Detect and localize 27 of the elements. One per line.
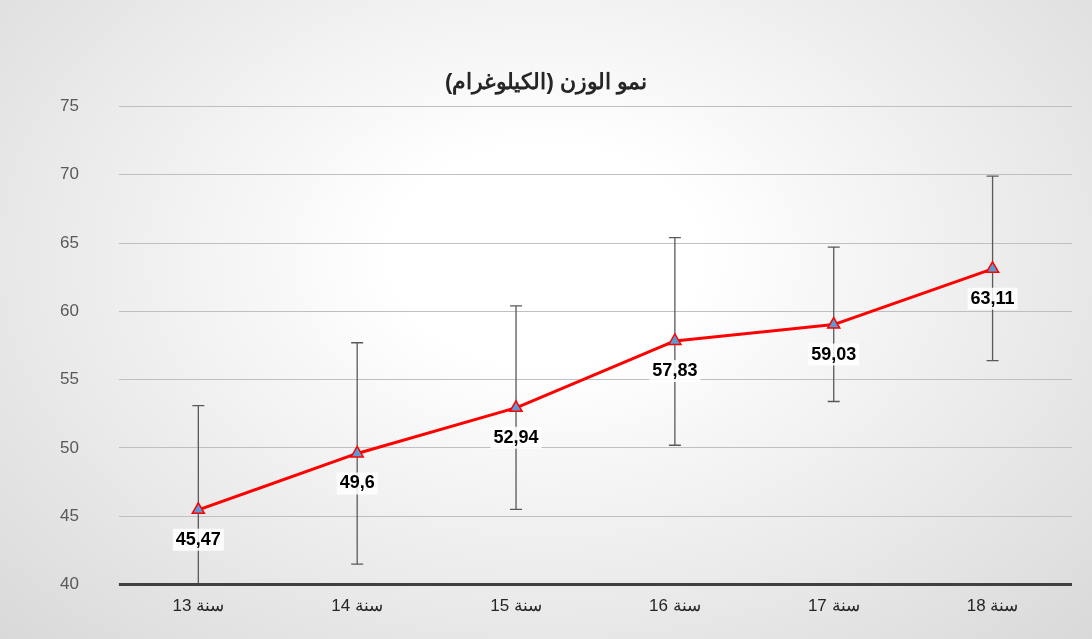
y-tick-label: 70 (59, 164, 79, 184)
chart-title: نمو الوزن (الكيلوغرام) (445, 69, 647, 96)
y-tick-label: 40 (59, 574, 79, 594)
data-label: 63,11 (970, 287, 1015, 308)
point (985, 261, 1000, 274)
x-tick-label: 15 سنة (490, 596, 542, 616)
data-label: 52,94 (493, 426, 539, 447)
data-label: 49,6 (339, 472, 375, 493)
point (509, 400, 523, 413)
data-label: 59,03 (811, 343, 857, 364)
point (191, 502, 206, 515)
y-tick-label: 45 (59, 505, 79, 525)
x-tick-label: 16 سنة (649, 596, 701, 616)
point (668, 333, 682, 346)
data-label: 45,47 (175, 528, 221, 549)
y-tick-label: 55 (59, 369, 79, 389)
y-tick-label: 75 (59, 96, 79, 116)
x-tick-label: 18 سنة (966, 596, 1019, 616)
x-tick-label: 13 سنة (172, 596, 225, 616)
y-tick-label: 50 (59, 437, 79, 457)
x-tick-label: 17 سنة (807, 596, 860, 616)
data-label: 57,83 (652, 359, 698, 380)
y-tick-label: 60 (59, 301, 79, 321)
x-tick-label: 14 سنة (331, 596, 383, 616)
point (826, 316, 841, 329)
y-tick-label: 65 (59, 232, 79, 252)
point (350, 445, 364, 458)
